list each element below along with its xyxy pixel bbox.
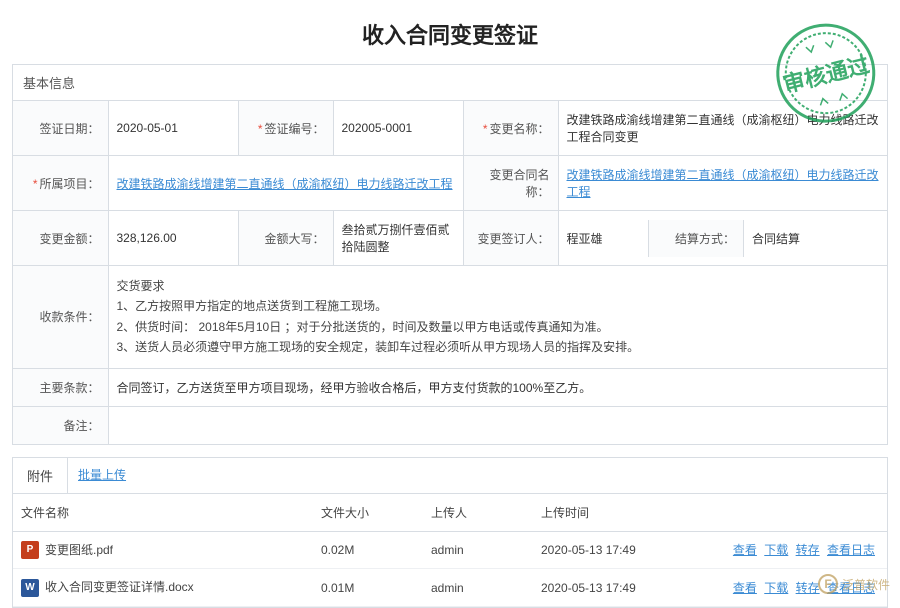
col-uploader: 上传人 bbox=[423, 494, 533, 532]
value-sign-no: 202005-0001 bbox=[333, 101, 463, 156]
col-size: 文件大小 bbox=[313, 494, 423, 532]
value-remark bbox=[108, 406, 887, 444]
log-link[interactable]: 查看日志 bbox=[827, 581, 875, 595]
label-change-name: *变更名称： bbox=[463, 101, 558, 156]
value-payment-terms: 交货要求1、乙方按照甲方指定的地点送货到工程施工现场。2、供货时间： 2018年… bbox=[108, 266, 887, 369]
row-main-clause: 主要条款： 合同签订，乙方送货至甲方项目现场，经甲方验收合格后，甲方支付货款的1… bbox=[13, 368, 887, 406]
label-change-amount: 变更金额： bbox=[13, 211, 108, 266]
transfer-link[interactable]: 转存 bbox=[796, 581, 820, 595]
project-link[interactable]: 改建铁路成渝线增建第二直通线（成渝枢纽）电力线路迁改工程 bbox=[117, 177, 453, 191]
file-upload-time: 2020-05-13 17:49 bbox=[533, 531, 703, 569]
label-sign-date: 签证日期： bbox=[13, 101, 108, 156]
value-change-contract-name: 改建铁路成渝线增建第二直通线（成渝枢纽）电力线路迁改工程 bbox=[558, 156, 887, 211]
file-name: 变更图纸.pdf bbox=[45, 543, 113, 557]
value-settle-method: 合同结算 bbox=[744, 220, 888, 257]
page-title: 收入合同变更签证 bbox=[0, 0, 900, 64]
col-upload-time: 上传时间 bbox=[533, 494, 703, 532]
value-amount-upper: 叁拾贰万捌仟壹佰贰拾陆圆整 bbox=[333, 211, 463, 266]
download-link[interactable]: 下载 bbox=[764, 581, 788, 595]
value-project: 改建铁路成渝线增建第二直通线（成渝枢纽）电力线路迁改工程 bbox=[108, 156, 463, 211]
basic-info-table: 签证日期： 2020-05-01 *签证编号： 202005-0001 *变更名… bbox=[13, 101, 887, 444]
col-actions bbox=[703, 494, 887, 532]
file-table-header-row: 文件名称 文件大小 上传人 上传时间 bbox=[13, 494, 887, 532]
row-payment-terms: 收款条件： 交货要求1、乙方按照甲方指定的地点送货到工程施工现场。2、供货时间：… bbox=[13, 266, 887, 369]
file-uploader: admin bbox=[423, 531, 533, 569]
label-main-clause: 主要条款： bbox=[13, 368, 108, 406]
log-link[interactable]: 查看日志 bbox=[827, 543, 875, 557]
value-change-signer: 程亚雄 bbox=[559, 220, 649, 257]
file-uploader: admin bbox=[423, 569, 533, 607]
col-name: 文件名称 bbox=[13, 494, 313, 532]
label-change-contract-name: 变更合同名称： bbox=[463, 156, 558, 211]
file-actions: 查看 下载 转存 查看日志 bbox=[703, 569, 887, 607]
batch-upload-link[interactable]: 批量上传 bbox=[68, 458, 136, 493]
attachments-header: 附件 批量上传 bbox=[13, 458, 887, 494]
file-size: 0.01M bbox=[313, 569, 423, 607]
basic-info-header: 基本信息 bbox=[13, 65, 887, 101]
value-change-amount: 328,126.00 bbox=[108, 211, 238, 266]
value-sign-date: 2020-05-01 bbox=[108, 101, 238, 156]
label-remark: 备注： bbox=[13, 406, 108, 444]
label-settle-method: 结算方式： bbox=[649, 220, 744, 257]
file-name: 收入合同变更签证详情.docx bbox=[45, 580, 194, 594]
label-sign-no: *签证编号： bbox=[238, 101, 333, 156]
view-link[interactable]: 查看 bbox=[733, 543, 757, 557]
file-type-icon: W bbox=[21, 579, 39, 597]
label-payment-terms: 收款条件： bbox=[13, 266, 108, 369]
label-amount-upper: 金额大写： bbox=[238, 211, 333, 266]
label-project: *所属项目： bbox=[13, 156, 108, 211]
file-name-cell: W 收入合同变更签证详情.docx bbox=[13, 569, 313, 607]
file-name-cell: P 变更图纸.pdf bbox=[13, 531, 313, 569]
contract-link[interactable]: 改建铁路成渝线增建第二直通线（成渝枢纽）电力线路迁改工程 bbox=[567, 168, 879, 199]
basic-info-section: 基本信息 签证日期： 2020-05-01 *签证编号： 202005-0001… bbox=[12, 64, 888, 445]
attachments-tab[interactable]: 附件 bbox=[13, 458, 68, 493]
attachments-section: 附件 批量上传 文件名称 文件大小 上传人 上传时间 P 变更图纸.pdf 0.02… bbox=[12, 457, 888, 608]
label-change-signer: 变更签订人： bbox=[463, 211, 558, 266]
row-amount-tail: 程亚雄 结算方式： 合同结算 bbox=[558, 211, 887, 266]
row-sign: 签证日期： 2020-05-01 *签证编号： 202005-0001 *变更名… bbox=[13, 101, 887, 156]
view-link[interactable]: 查看 bbox=[733, 581, 757, 595]
row-remark: 备注： bbox=[13, 406, 887, 444]
file-table: 文件名称 文件大小 上传人 上传时间 P 变更图纸.pdf 0.02Madmin20… bbox=[13, 494, 887, 608]
value-change-name: 改建铁路成渝线增建第二直通线（成渝枢纽）电力线路迁改工程合同变更 bbox=[558, 101, 887, 156]
table-row: P变更图纸.pdf0.02Madmin2020-05-13 17:49查看 下载… bbox=[13, 531, 887, 569]
file-type-icon: P bbox=[21, 541, 39, 559]
file-upload-time: 2020-05-13 17:49 bbox=[533, 569, 703, 607]
file-size: 0.02M bbox=[313, 531, 423, 569]
download-link[interactable]: 下载 bbox=[764, 543, 788, 557]
file-actions: 查看 下载 转存 查看日志 bbox=[703, 531, 887, 569]
table-row: W 收入合同变更签证详情.docx 0.01Madmin2020-05-13 17:… bbox=[13, 569, 887, 607]
value-main-clause: 合同签订，乙方送货至甲方项目现场，经甲方验收合格后，甲方支付货款的100%至乙方… bbox=[108, 368, 887, 406]
transfer-link[interactable]: 转存 bbox=[796, 543, 820, 557]
row-project: *所属项目： 改建铁路成渝线增建第二直通线（成渝枢纽）电力线路迁改工程 变更合同… bbox=[13, 156, 887, 211]
row-amount: 变更金额： 328,126.00 金额大写： 叁拾贰万捌仟壹佰贰拾陆圆整 变更签… bbox=[13, 211, 887, 266]
